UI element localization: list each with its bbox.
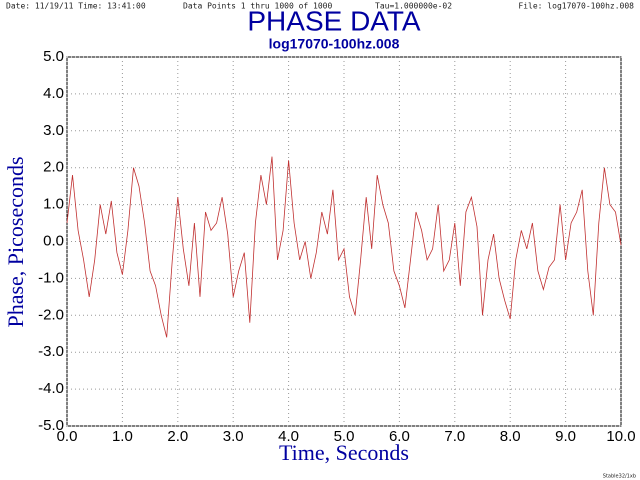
x-tick-label: 7.0 [444, 428, 465, 445]
x-tick-label: 8.0 [500, 428, 521, 445]
y-tick-label: 5.0 [43, 48, 64, 65]
data-line [66, 156, 622, 338]
x-tick-label: 3.0 [223, 428, 244, 445]
y-tick-label: -5.0 [38, 417, 64, 434]
header-date: Date: 11/19/11 Time: 13:41:00 [6, 2, 146, 11]
x-tick-label: 0.0 [57, 428, 78, 445]
y-tick-label: -1.0 [38, 269, 64, 286]
header-tau: Tau=1.000000e-02 [375, 2, 452, 11]
x-axis-label: Time, Seconds [279, 440, 409, 465]
chart-title: PHASE DATA [247, 5, 421, 36]
y-tick-label: -2.0 [38, 306, 64, 323]
x-tick-label: 4.0 [278, 428, 299, 445]
x-tick-label: 10.0 [606, 428, 635, 445]
x-tick-label: 1.0 [112, 428, 133, 445]
x-tick-label: 5.0 [334, 428, 355, 445]
y-tick-label: 0.0 [43, 232, 64, 249]
x-tick-label: 6.0 [389, 428, 410, 445]
y-tick-label: 2.0 [43, 159, 64, 176]
y-tick-label: -4.0 [38, 380, 64, 397]
header-file: File: log17070-100hz.008 [518, 2, 634, 11]
chart-subtitle: log17070-100hz.008 [269, 36, 400, 52]
x-tick-label: 2.0 [167, 428, 188, 445]
y-tick-label: 4.0 [43, 85, 64, 102]
header-points: Data Points 1 thru 1000 of 1000 [183, 2, 332, 11]
y-tick-label: -3.0 [38, 343, 64, 360]
footer: Stable32/1xb [603, 474, 636, 480]
x-tick-label: 9.0 [555, 428, 576, 445]
y-tick-label: 3.0 [43, 122, 64, 139]
y-tick-label: 1.0 [43, 196, 64, 213]
y-axis-label: Phase, Picoseconds [3, 156, 28, 327]
